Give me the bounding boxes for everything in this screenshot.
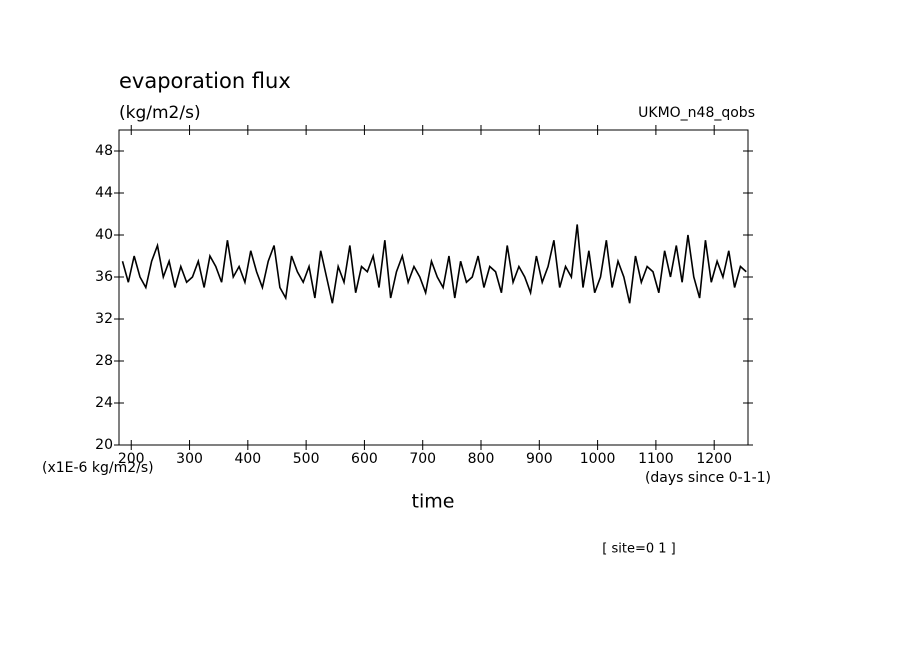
y-tick-label: 32: [95, 311, 113, 327]
x-tick-label: 200: [118, 451, 145, 467]
plot-frame: [118, 129, 749, 446]
x-tick-label: 900: [526, 451, 553, 467]
x-tick-label: 1200: [696, 451, 732, 467]
y-tick-label: 28: [95, 353, 113, 369]
y-tick-label: 44: [95, 185, 113, 201]
data-line: [121, 224, 747, 304]
x-tick-label: 300: [176, 451, 203, 467]
annotation: [ site=0 1 ]: [602, 542, 675, 557]
x-units: (days since 0-1-1): [645, 470, 771, 486]
x-tick-label: 500: [293, 451, 320, 467]
chart-title: evaporation flux: [119, 69, 291, 93]
y-tick-label: 24: [95, 395, 113, 411]
x-tick-label: 800: [468, 451, 495, 467]
x-tick-label: 1000: [580, 451, 616, 467]
y-tick-label: 36: [95, 269, 113, 285]
y-tick-label: 20: [95, 437, 113, 453]
y-tick-label: 48: [95, 143, 113, 159]
x-tick-label: 700: [409, 451, 436, 467]
x-axis-label: time: [412, 491, 455, 513]
y-units: (x1E-6 kg/m2/s): [42, 460, 154, 476]
x-tick-label: 1100: [638, 451, 674, 467]
dataset-label: UKMO_n48_qobs: [638, 105, 755, 121]
x-tick-label: 600: [351, 451, 378, 467]
chart-subtitle: (kg/m2/s): [119, 103, 201, 123]
y-tick-label: 40: [95, 227, 113, 243]
x-tick-label: 400: [234, 451, 261, 467]
